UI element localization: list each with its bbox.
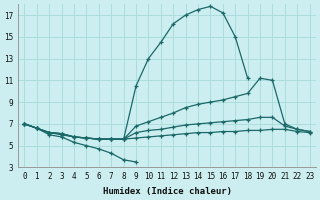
X-axis label: Humidex (Indice chaleur): Humidex (Indice chaleur)	[102, 187, 232, 196]
